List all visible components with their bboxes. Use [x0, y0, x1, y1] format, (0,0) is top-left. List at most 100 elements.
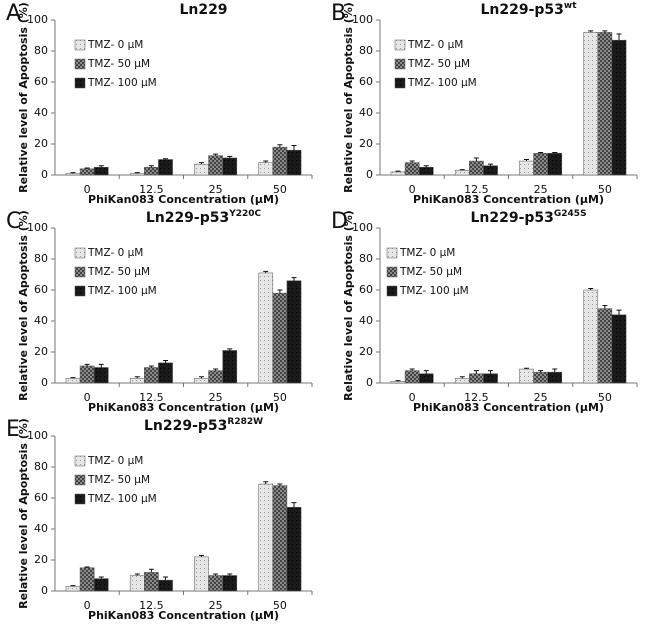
- error-bar: [98, 576, 104, 579]
- legend-label: TMZ- 50 μM: [87, 58, 150, 70]
- error-bar: [227, 155, 233, 158]
- bar: [208, 575, 223, 592]
- legend-label: TMZ- 50 μM: [87, 266, 150, 278]
- bar: [583, 32, 599, 176]
- x-tick-label: 0: [84, 599, 91, 612]
- title-text: Ln229-p53: [144, 418, 227, 434]
- error-bar: [459, 376, 465, 379]
- chart-title: Ln229-p53Y220C: [146, 209, 262, 227]
- x-tick-label: 0: [84, 391, 91, 404]
- bar: [144, 167, 159, 176]
- bar: [390, 381, 406, 384]
- title-text: Ln229-p53: [470, 210, 553, 226]
- y-tick-label: 0: [366, 168, 373, 181]
- x-tick-label: 12.5: [139, 599, 164, 612]
- error-bar: [409, 368, 415, 371]
- y-tick-label: 40: [34, 314, 48, 327]
- bar: [93, 167, 109, 176]
- x-tick-label: 25: [534, 391, 548, 404]
- legend-swatch: [386, 247, 398, 259]
- error-bar: [163, 158, 169, 160]
- error-bar: [588, 30, 594, 33]
- bar: [129, 378, 145, 384]
- x-tick-label: 12.5: [139, 183, 164, 196]
- error-bar: [473, 157, 479, 162]
- error-bar: [98, 363, 104, 368]
- x-tick-label: 25: [209, 183, 223, 196]
- x-axis-label: PhiKan083 Concentration (μM): [413, 193, 604, 206]
- error-bar: [70, 377, 76, 379]
- bar: [93, 578, 109, 592]
- x-tick-label: 25: [534, 183, 548, 196]
- chart-title: Ln229-p53R282W: [144, 417, 263, 435]
- error-bar: [263, 160, 269, 163]
- legend-label: TMZ- 100 μM: [399, 285, 469, 297]
- legend-swatch: [74, 493, 86, 505]
- bar: [65, 173, 81, 176]
- y-tick-label: 60: [359, 75, 373, 88]
- legend-label: TMZ- 0 μM: [399, 247, 455, 259]
- bar: [258, 162, 274, 176]
- y-tick-label: 20: [359, 137, 373, 150]
- error-bar: [423, 165, 429, 168]
- x-tick-label: 25: [209, 391, 223, 404]
- error-bar: [409, 160, 415, 163]
- bar: [597, 32, 613, 176]
- y-axis-label: Relative level of Apoptosis (%): [342, 2, 355, 193]
- bar: [519, 368, 534, 384]
- y-tick-label: 100: [352, 221, 373, 234]
- legend-label: TMZ- 50 μM: [87, 474, 150, 486]
- legend-swatch: [386, 285, 398, 297]
- error-bar: [213, 153, 219, 156]
- chart-title: Ln229-p53wt: [480, 1, 577, 19]
- y-tick-label: 0: [41, 168, 48, 181]
- bar: [390, 171, 406, 176]
- bar: [469, 160, 484, 176]
- x-tick-label: 0: [84, 183, 91, 196]
- bar: [272, 146, 288, 176]
- bar: [194, 378, 209, 384]
- error-bar: [588, 287, 594, 290]
- bar: [222, 575, 238, 592]
- bar: [79, 168, 95, 176]
- error-bar: [163, 576, 169, 581]
- y-tick-label: 20: [34, 553, 48, 566]
- y-tick-label: 60: [34, 283, 48, 296]
- y-tick-label: 20: [359, 345, 373, 358]
- legend-swatch: [74, 39, 86, 51]
- x-axis-label: PhiKan083 Concentration (μM): [88, 193, 279, 206]
- error-bar: [198, 554, 204, 557]
- bar: [611, 314, 627, 384]
- y-tick-label: 80: [34, 460, 48, 473]
- bar: [418, 167, 434, 176]
- y-tick-label: 80: [34, 252, 48, 265]
- x-tick-label: 12.5: [139, 391, 164, 404]
- bar: [258, 272, 274, 384]
- legend-swatch: [74, 455, 86, 467]
- bar: [533, 153, 548, 176]
- y-axis-label: Relative level of Apoptosis (%): [17, 210, 30, 401]
- bar: [286, 280, 302, 384]
- chart-title: Ln229: [179, 2, 227, 18]
- bar: [483, 373, 498, 384]
- title-text: Ln229-p53: [480, 2, 563, 18]
- y-axis-label: Relative level of Apoptosis (%): [17, 2, 30, 193]
- error-bar: [213, 368, 219, 371]
- bar: [144, 367, 159, 384]
- legend-label: TMZ- 0 μM: [87, 247, 143, 259]
- title-superscript: R282W: [227, 417, 263, 427]
- y-axis-label: Relative level of Apoptosis (%): [342, 210, 355, 401]
- bar: [194, 556, 209, 592]
- panel-label: C: [6, 209, 21, 234]
- error-bar: [70, 172, 76, 174]
- error-bar: [291, 145, 297, 151]
- bar: [158, 579, 173, 592]
- y-tick-label: 100: [27, 13, 48, 26]
- error-bar: [227, 573, 233, 576]
- title-superscript: wt: [564, 1, 577, 11]
- error-bar: [148, 365, 154, 368]
- error-bar: [538, 152, 544, 154]
- y-tick-label: 40: [359, 106, 373, 119]
- bar: [404, 370, 420, 384]
- bar: [583, 289, 599, 384]
